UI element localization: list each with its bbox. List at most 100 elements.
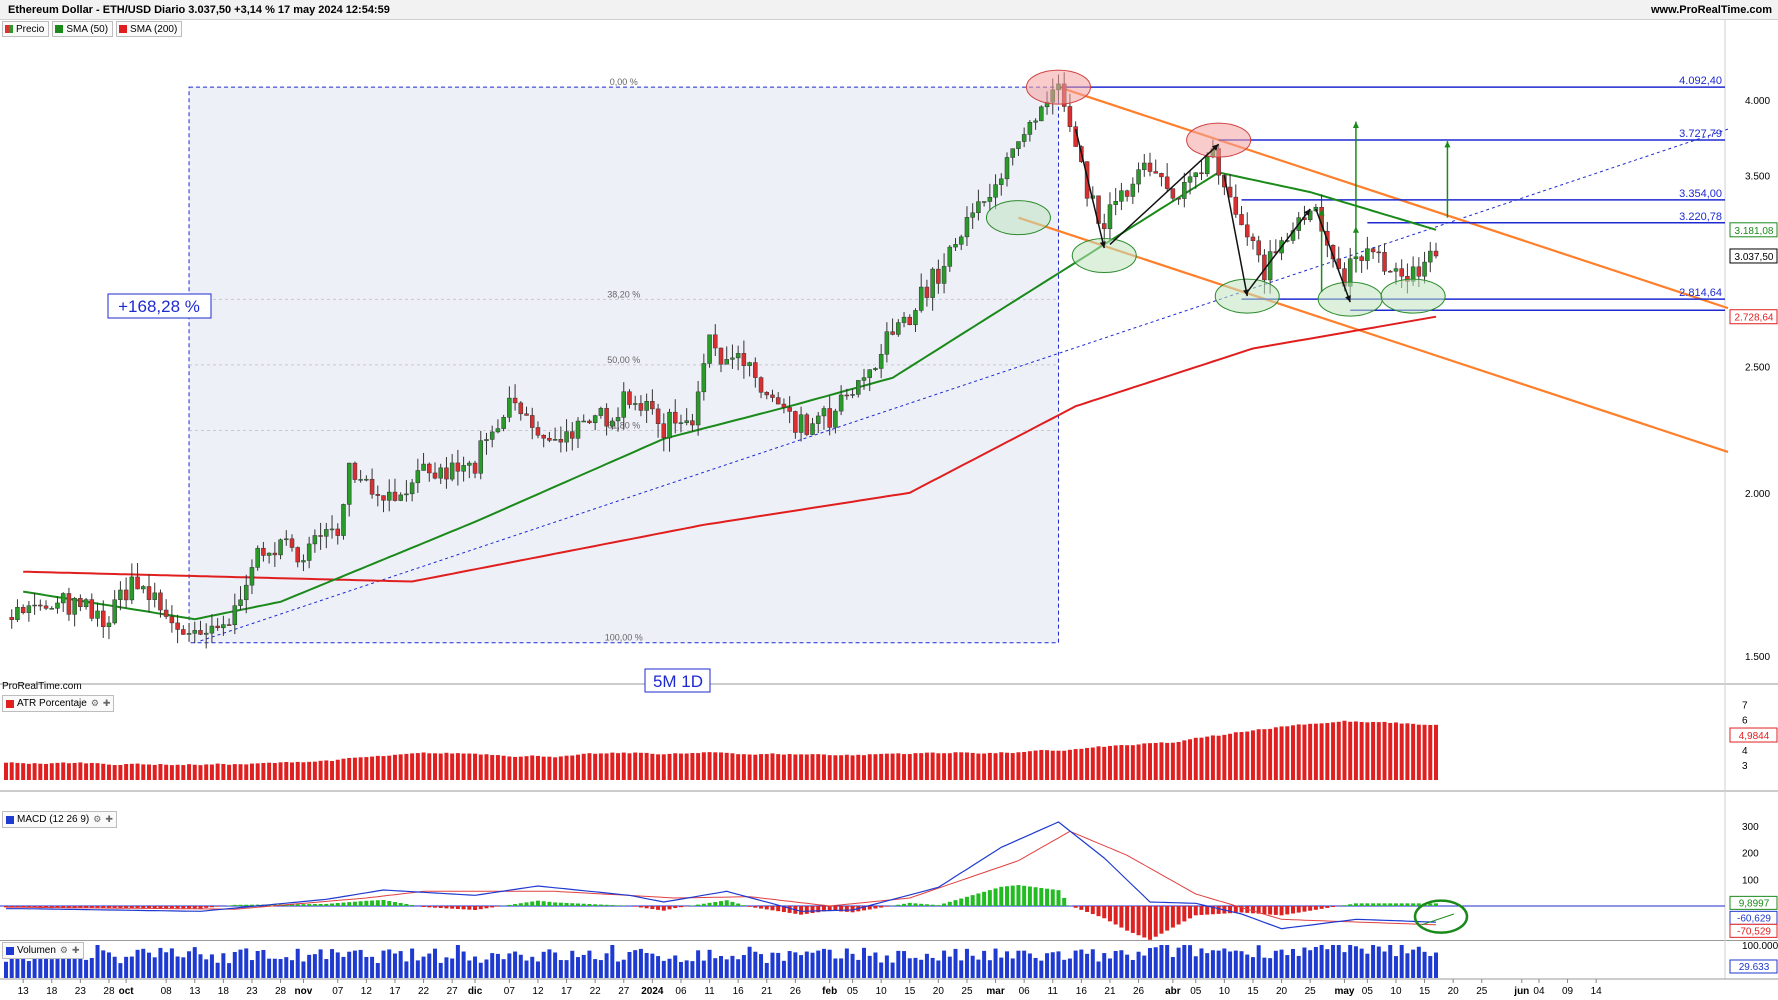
x-axis-tick-label: 10 (1219, 986, 1231, 997)
macd-histogram-bar (478, 906, 483, 910)
candle-body (83, 599, 89, 608)
candlestick (787, 396, 792, 424)
legend-sma50[interactable]: SMA (50) (52, 21, 114, 37)
volume-bar (1153, 947, 1158, 978)
candle-body (1016, 141, 1021, 149)
candlestick (976, 189, 981, 221)
atr-bar (1319, 723, 1324, 780)
candlestick (163, 599, 169, 620)
site-url[interactable]: www.ProRealTime.com (1650, 4, 1772, 16)
macd-histogram-bar (147, 906, 151, 909)
gain-annotation: +168,28 % (107, 293, 212, 319)
legend-price[interactable]: Precio (2, 21, 50, 37)
macd-histogram-bar (787, 906, 792, 913)
volume-bar (147, 952, 151, 978)
macd-histogram-bar (1296, 906, 1301, 913)
candle-body (404, 493, 409, 496)
volume-bar (1170, 957, 1175, 978)
atr-bar (501, 755, 506, 780)
candle-body (266, 552, 272, 556)
add-icon[interactable]: ✚ (105, 814, 113, 824)
candle-body (964, 217, 970, 238)
candlestick (999, 173, 1004, 196)
macd-histogram-bar (999, 886, 1004, 906)
candlestick (918, 273, 924, 313)
volume-bar (535, 961, 540, 978)
macd-histogram-bar (862, 906, 866, 911)
volume-bar (553, 952, 558, 978)
macd-panel-tag[interactable]: MACD (12 26 9) ⚙ ✚ (2, 811, 117, 828)
macd-histogram-bar (15, 906, 20, 908)
atr-bar (330, 760, 335, 780)
macd-histogram-bar (1434, 903, 1438, 906)
candle-body (1393, 268, 1399, 272)
atr-bar (787, 754, 792, 780)
macd-histogram-bar (1308, 906, 1313, 911)
legend-sma200[interactable]: SMA (200) (116, 21, 183, 37)
macd-histogram-bar (936, 905, 941, 906)
wrench-icon[interactable]: ⚙ (90, 698, 99, 708)
atr-panel-tag[interactable]: ATR Porcentaje ⚙ ✚ (2, 695, 115, 712)
macd-value-badge (1729, 895, 1778, 910)
atr-bar (1073, 749, 1078, 780)
volume-bar (341, 956, 346, 978)
volume-panel-tag[interactable]: Volumen ⚙ ✚ (2, 942, 84, 959)
atr-bar (398, 754, 403, 780)
candlestick (135, 563, 140, 590)
candle-body (1084, 161, 1090, 199)
candle-body (838, 394, 844, 412)
atr-bar (49, 763, 54, 780)
price-badge (1729, 309, 1778, 325)
macd-histogram-bar (924, 904, 929, 906)
atr-bar (89, 762, 94, 780)
candle-body (713, 334, 718, 349)
add-icon[interactable]: ✚ (102, 698, 111, 708)
macd-histogram-bar (84, 906, 89, 908)
atr-bar (261, 762, 266, 780)
pattern-arrow-head (1345, 295, 1351, 303)
wrench-icon[interactable]: ⚙ (93, 814, 102, 824)
macd-histogram-bar (1353, 903, 1358, 906)
candle-body (953, 244, 958, 248)
volume-bar (907, 958, 912, 978)
macd-histogram-bar (352, 901, 357, 906)
macd-histogram-bar (799, 906, 804, 915)
atr-bar (959, 752, 964, 780)
atr-bar (535, 755, 540, 780)
candle-body (815, 415, 821, 424)
candle-body (730, 357, 735, 360)
atr-bar (1159, 742, 1164, 780)
macd-histogram-bar (947, 901, 952, 906)
volume-bar (701, 960, 706, 978)
macd-histogram-bar (1405, 903, 1410, 906)
sma50-swatch (55, 25, 64, 33)
volume-bar (1136, 951, 1141, 978)
atr-bar (4, 762, 8, 780)
atr-bar (26, 763, 31, 780)
price-badge-label: 3.181,08 (1735, 226, 1774, 237)
candlestick (232, 593, 238, 635)
volume-bar (444, 957, 449, 978)
atr-bar (850, 755, 855, 780)
candle-body (278, 539, 283, 556)
candlestick (701, 353, 707, 401)
atr-bar (1045, 750, 1050, 780)
candlestick (724, 346, 729, 365)
candle-body (987, 197, 993, 202)
macd-histogram-bar (324, 903, 329, 906)
volume-bar (593, 959, 598, 978)
candle-body (381, 495, 386, 501)
x-axis-tick-label: 27 (447, 986, 459, 997)
wrench-icon[interactable]: ⚙ (59, 945, 68, 955)
macd-histogram-bar (112, 906, 117, 908)
macd-histogram-bar (541, 901, 546, 906)
atr-bar (759, 754, 764, 780)
macd-histogram-bar (358, 901, 363, 906)
atr-bar (181, 765, 186, 780)
x-axis-tick-label: 17 (389, 986, 401, 997)
add-icon[interactable]: ✚ (72, 945, 80, 955)
candle-body (632, 403, 638, 405)
macd-histogram-bar (1268, 906, 1273, 915)
macd-histogram-bar (215, 906, 220, 907)
